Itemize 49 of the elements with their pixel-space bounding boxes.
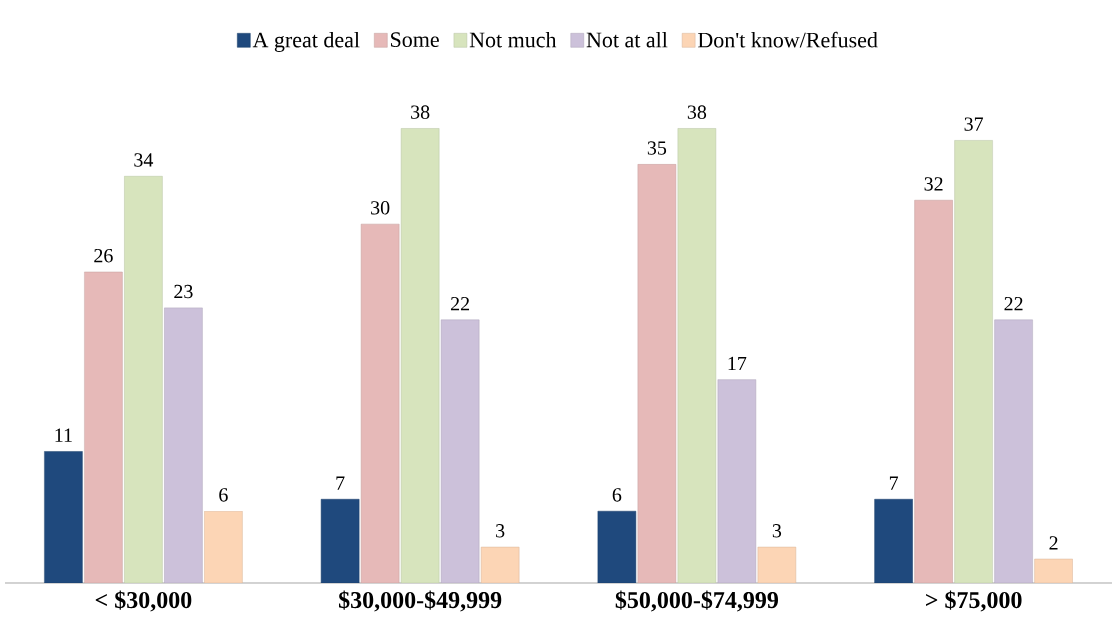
data-label: 2	[1049, 536, 1058, 550]
data-label: 35	[647, 141, 667, 155]
bar	[597, 510, 637, 583]
bar	[320, 499, 360, 583]
data-label: 34	[134, 153, 154, 167]
data-label: 22	[1004, 297, 1023, 311]
data-label: 6	[219, 488, 228, 502]
bar	[637, 164, 677, 583]
bar	[757, 546, 797, 583]
x-tick-label: $30,000-$49,999	[339, 590, 502, 612]
data-label: 7	[889, 476, 899, 490]
bar	[84, 271, 123, 583]
legend-label: Some	[391, 32, 439, 48]
data-label: 11	[55, 428, 72, 442]
x-tick-label: > $75,000	[926, 590, 1022, 612]
bar	[954, 140, 993, 583]
bar	[204, 510, 243, 583]
bar	[480, 546, 520, 583]
data-label: 17	[728, 356, 747, 371]
bar	[440, 319, 480, 583]
bar	[677, 128, 717, 583]
data-label: 3	[496, 524, 505, 538]
legend-label: Don't know/Refused	[698, 31, 878, 48]
data-label: 22	[451, 297, 470, 311]
bar	[124, 176, 163, 583]
data-label: 37	[964, 117, 984, 131]
data-label: 7	[336, 476, 345, 490]
bar	[44, 451, 83, 583]
legend-label: A great deal	[252, 31, 360, 52]
bar	[914, 199, 953, 583]
bar	[994, 319, 1033, 583]
data-label: 38	[687, 105, 707, 119]
legend-label: Not at all	[586, 31, 668, 48]
data-label: 30	[371, 201, 390, 215]
x-tick-label: < $30,000	[95, 590, 192, 612]
bar	[717, 379, 757, 583]
data-label: 32	[924, 177, 943, 191]
data-label: 38	[411, 105, 430, 119]
bar	[1034, 558, 1073, 583]
x-tick-label: $50,000-$74,999	[615, 590, 778, 612]
bar	[360, 223, 400, 583]
data-label: 26	[94, 248, 113, 263]
data-label: 23	[174, 284, 193, 299]
data-label: 3	[772, 524, 782, 538]
bar	[164, 307, 203, 583]
bar	[400, 128, 440, 583]
bar	[874, 499, 913, 583]
legend-label: Not much	[469, 31, 557, 48]
data-label: 6	[612, 488, 622, 502]
